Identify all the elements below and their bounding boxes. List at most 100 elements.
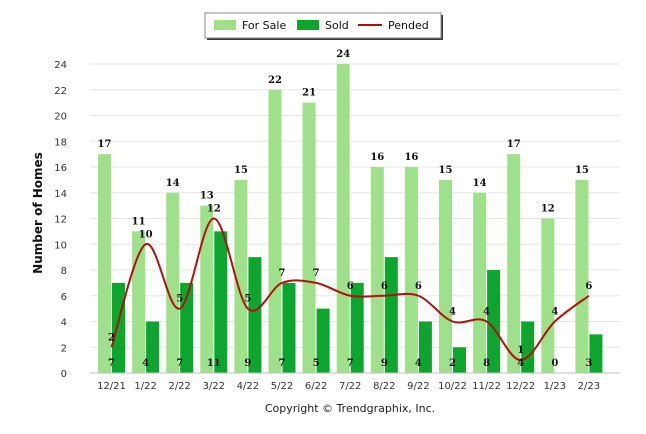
y-tick-14: 14 [54,189,67,200]
label-pended-10/22: 4 [449,307,456,318]
bar-for-sale-11/22 [473,192,487,373]
bar-for-sale-12/22 [507,154,521,373]
label-for-sale-10/22: 15 [439,165,453,176]
label-sold-2/22: 7 [176,358,183,369]
x-tick-10/22: 10/22 [438,381,467,392]
label-sold-1/23: 0 [551,358,558,369]
bar-for-sale-9/22 [404,167,418,373]
x-tick-12/22: 12/22 [506,381,535,392]
x-tick-12/21: 12/21 [97,381,126,392]
x-tick-2/23: 2/23 [578,381,600,392]
y-tick-4: 4 [61,318,67,329]
bar-sold-1/22 [146,321,160,373]
y-tick-8: 8 [61,266,67,277]
legend-label-for-sale: For Sale [242,19,286,32]
label-for-sale-4/22: 15 [234,165,248,176]
x-tick-7/22: 7/22 [339,381,361,392]
label-sold-1/22: 4 [142,358,149,369]
bar-for-sale-6/22 [302,102,316,373]
label-sold-8/22: 9 [381,358,388,369]
x-tick-8/22: 8/22 [373,381,395,392]
label-pended-8/22: 6 [381,281,388,292]
x-tick-3/22: 3/22 [203,381,225,392]
label-pended-1/22: 10 [139,229,153,240]
bar-sold-4/22 [248,257,262,373]
bar-for-sale-1/22 [132,231,146,373]
label-for-sale-9/22: 16 [404,152,418,163]
label-pended-11/22: 4 [483,307,490,318]
label-pended-4/22: 5 [244,294,251,305]
x-tick-11/22: 11/22 [472,381,501,392]
bar-sold-6/22 [316,308,330,373]
label-pended-1/23: 4 [551,307,558,318]
legend-swatch-for-sale [214,20,236,30]
x-tick-4/22: 4/22 [237,381,259,392]
y-tick-6: 6 [61,292,67,303]
legend-label-pended: Pended [388,19,429,32]
label-for-sale-12/21: 17 [98,139,112,150]
label-for-sale-5/22: 22 [268,75,282,86]
label-pended-7/22: 6 [347,281,354,292]
label-pended-9/22: 6 [415,281,422,292]
label-for-sale-1/23: 12 [541,204,555,215]
x-tick-5/22: 5/22 [271,381,293,392]
y-tick-10: 10 [54,240,67,251]
bar-for-sale-7/22 [336,64,350,373]
bar-sold-2/23 [589,334,603,373]
x-axis-ticks: 12/21 1/22 2/22 3/22 4/22 5/22 6/22 7/22 8/22 9/2… [97,381,600,392]
y-tick-2: 2 [61,343,67,354]
label-pended-5/22: 7 [279,268,286,279]
label-for-sale-2/23: 15 [575,165,589,176]
legend-swatch-sold [297,20,319,30]
legend-label-sold: Sold [325,19,349,32]
label-pended-3/22: 12 [207,204,221,215]
y-tick-12: 12 [54,215,67,226]
bar-sold-10/22 [453,347,466,373]
bar-for-sale-2/22 [166,192,180,373]
label-pended-12/21: 2 [108,332,115,343]
legend: For Sale Sold Pended [204,12,443,40]
y-tick-24: 24 [54,60,67,71]
y-tick-22: 22 [54,86,67,97]
line-pended [110,217,590,362]
bar-sold-9/22 [418,321,432,373]
label-sold-10/22: 2 [449,358,456,369]
bar-sold-11/22 [487,270,501,373]
label-for-sale-2/22: 14 [166,178,180,189]
label-sold-2/23: 3 [585,358,592,369]
label-sold-11/22: 8 [483,358,490,369]
label-sold-5/22: 7 [279,358,286,369]
y-tick-0: 0 [61,369,67,380]
x-tick-1/23: 1/23 [544,381,566,392]
bar-for-sale-1/23 [541,218,555,373]
y-tick-20: 20 [54,112,67,123]
bar-for-sale-10/22 [439,179,452,373]
bar-sold-3/22 [214,231,228,373]
legend-box [204,12,442,39]
label-sold-4/22: 9 [244,358,251,369]
bar-for-sale-12/21 [98,154,111,373]
label-sold-9/22: 4 [415,358,422,369]
bar-for-sale-3/22 [200,205,214,373]
x-tick-2/22: 2/22 [168,381,190,392]
y-tick-18: 18 [54,137,67,148]
x-tick-9/22: 9/22 [407,381,429,392]
copyright-credit: Copyright © Trendgraphix, Inc. [265,402,435,415]
data-labels: 1771141471311159227215247169164152148174… [98,49,593,369]
y-axis-title: Number of Homes [31,152,45,274]
label-sold-12/21: 7 [108,358,115,369]
bar-for-sale-4/22 [234,179,248,373]
bar-for-sale-8/22 [370,167,384,373]
bar-for-sale-5/22 [268,89,282,373]
x-tick-6/22: 6/22 [305,381,327,392]
bar-sold-7/22 [350,282,364,373]
label-sold-3/22: 11 [207,358,221,369]
bar-for-sale-2/23 [575,179,589,373]
pended-line [110,217,590,362]
label-for-sale-11/22: 14 [473,178,487,189]
label-sold-12/22: 4 [517,358,524,369]
label-for-sale-6/22: 21 [302,88,316,99]
label-for-sale-3/22: 13 [200,191,214,202]
